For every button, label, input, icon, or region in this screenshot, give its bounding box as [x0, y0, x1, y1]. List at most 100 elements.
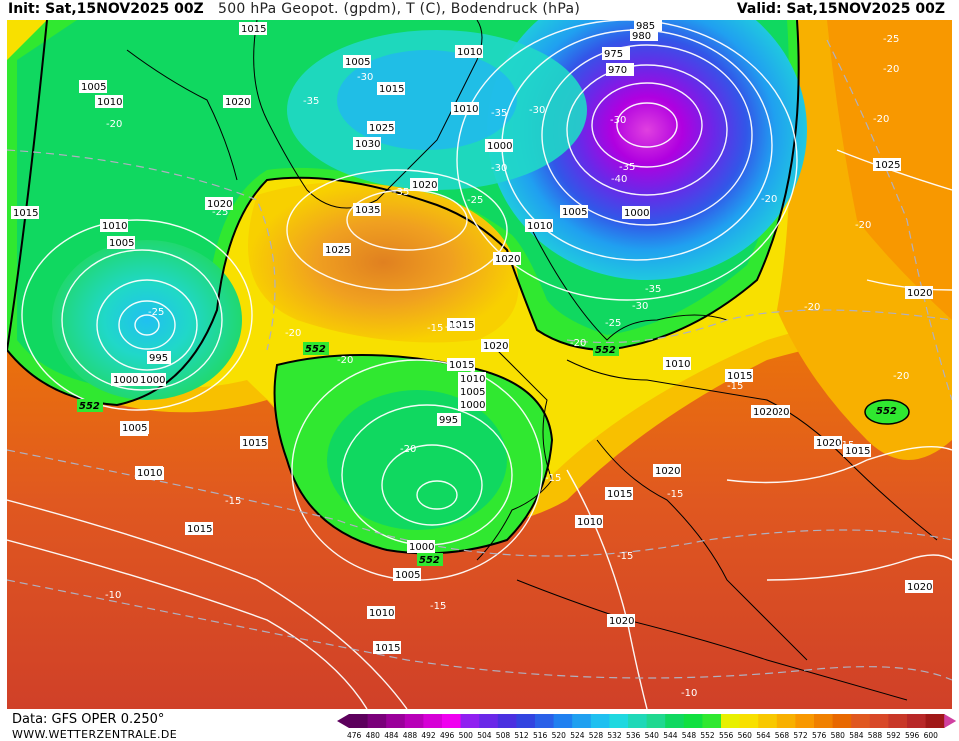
legend-tick-label: 556 — [719, 731, 734, 740]
isobar-label: 1020 — [607, 614, 635, 627]
legend-tick-label: 560 — [738, 731, 753, 740]
legend-bars — [337, 714, 957, 728]
isobar-label: 1005 — [393, 568, 421, 581]
svg-text:995: 995 — [149, 353, 168, 364]
temperature-label: -20 — [285, 328, 301, 339]
legend-swatch — [404, 714, 424, 728]
isobar-label: 1020 — [653, 464, 681, 477]
valid-time: Valid: Sat,15NOV2025 00Z — [736, 1, 945, 17]
svg-text:1010: 1010 — [665, 359, 690, 370]
isobar-label: 1015 — [377, 82, 405, 95]
data-source-label: Data: GFS OPER 0.250° — [12, 712, 165, 727]
temperature-label: -20 — [570, 338, 586, 349]
svg-text:1010: 1010 — [457, 47, 482, 58]
isobar-label: 1015 — [185, 522, 213, 535]
legend-swatch — [739, 714, 759, 728]
isobar-label: 1010 — [663, 357, 691, 370]
legend-swatch — [795, 714, 815, 728]
coastlines — [126, 20, 938, 701]
isobar-label: 980 — [630, 29, 658, 42]
svg-text:1020: 1020 — [412, 180, 437, 191]
isobar-label: 1005 — [107, 236, 135, 249]
isobar-label: 995 — [437, 413, 461, 426]
temperature-label: -40 — [611, 174, 627, 185]
isobar-label: 1025 — [367, 121, 395, 134]
temperature-label: -15 — [838, 440, 854, 451]
svg-text:1005: 1005 — [460, 387, 485, 398]
svg-text:1015: 1015 — [449, 320, 474, 331]
legend-tick-label: 584 — [849, 731, 864, 740]
legend-swatch — [851, 714, 871, 728]
isobar-label: 1010 — [451, 102, 479, 115]
temperature-label: -15 — [225, 496, 241, 507]
isobar-label: 1020 — [905, 286, 933, 299]
color-legend: 476 480 484 488 492 496 500 504 508 512 516 520 524 5… — [337, 714, 957, 740]
svg-text:1015: 1015 — [607, 489, 632, 500]
geopotential-field: 1015 1005 1010 1020 1010 1005 1035 1030 … — [7, 20, 952, 709]
legend-swatch — [572, 714, 592, 728]
isobar-label: 1000 — [111, 373, 139, 386]
isobar-label: 1015 — [605, 487, 633, 500]
svg-text:985: 985 — [636, 21, 655, 32]
isobar-label: 1010 — [95, 95, 123, 108]
temperature-label: -30 — [491, 163, 507, 174]
svg-text:1015: 1015 — [727, 371, 752, 382]
ridge-iceland — [248, 182, 519, 343]
svg-text:1025: 1025 — [369, 123, 394, 134]
legend-swatch — [349, 714, 369, 728]
svg-text:1015: 1015 — [242, 438, 267, 449]
temperature-label: -15 — [545, 473, 561, 484]
svg-text:1015: 1015 — [187, 524, 212, 535]
legend-swatch — [497, 714, 517, 728]
temperature-label: -30 — [632, 301, 648, 312]
svg-text:1010: 1010 — [460, 374, 485, 385]
isobar-label: 1005 — [79, 80, 107, 93]
temperature-label: -20 — [893, 371, 909, 382]
isobar-label: 1005 — [560, 205, 588, 218]
legend-ticks: 476 480 484 488 492 496 500 504 508 512 516 520 524 5… — [347, 731, 938, 740]
legend-swatch — [758, 714, 778, 728]
isobar-label: 1020 — [205, 197, 233, 210]
svg-text:1025: 1025 — [325, 245, 350, 256]
footer-bar: Data: GFS OPER 0.250° WWW.WETTERZENTRALE… — [0, 709, 959, 741]
svg-text:1000: 1000 — [460, 400, 485, 411]
svg-text:1000: 1000 — [624, 208, 649, 219]
isobar-label: 1025 — [323, 243, 351, 256]
legend-swatch — [907, 714, 927, 728]
svg-text:1015: 1015 — [375, 643, 400, 654]
svg-text:995: 995 — [439, 415, 458, 426]
isobar-label: 1020 — [905, 580, 933, 593]
temperature-label: -20 — [106, 119, 122, 130]
svg-text:1015: 1015 — [845, 446, 870, 457]
isobar-label: 1015 — [725, 369, 753, 382]
legend-tick-label: 496 — [440, 731, 455, 740]
isobar-label: 1010 — [525, 219, 553, 232]
legend-swatch — [423, 714, 443, 728]
legend-tick-label: 588 — [868, 731, 883, 740]
svg-text:1000: 1000 — [487, 141, 512, 152]
isobar-label: 995 — [147, 351, 171, 364]
svg-text:1010: 1010 — [453, 104, 478, 115]
legend-swatch — [460, 714, 480, 728]
legend-tick-label: 504 — [477, 731, 492, 740]
temperature-label: -25 — [605, 318, 621, 329]
svg-text:1020: 1020 — [816, 438, 841, 449]
isobar-label: 1010 — [575, 515, 603, 528]
temperature-label: -20 — [337, 355, 353, 366]
svg-text:1020: 1020 — [495, 254, 520, 265]
svg-text:1005: 1005 — [395, 570, 420, 581]
isobar-label: 1005 — [120, 421, 148, 434]
legend-tick-label: 568 — [775, 731, 790, 740]
isobar-label: 1015 — [373, 641, 401, 654]
temperature-label: -35 — [645, 284, 661, 295]
cutoff-low-core — [327, 390, 507, 530]
temperature-label: -30 — [529, 105, 545, 116]
legend-tick-label: 492 — [421, 731, 436, 740]
legend-swatch — [888, 714, 908, 728]
legend-swatch — [628, 714, 648, 728]
temperature-label: -35 — [393, 187, 409, 198]
legend-swatch — [702, 714, 722, 728]
temperature-label: -10 — [681, 688, 697, 699]
svg-text:1000: 1000 — [409, 542, 434, 553]
legend-tick-label: 572 — [793, 731, 808, 740]
